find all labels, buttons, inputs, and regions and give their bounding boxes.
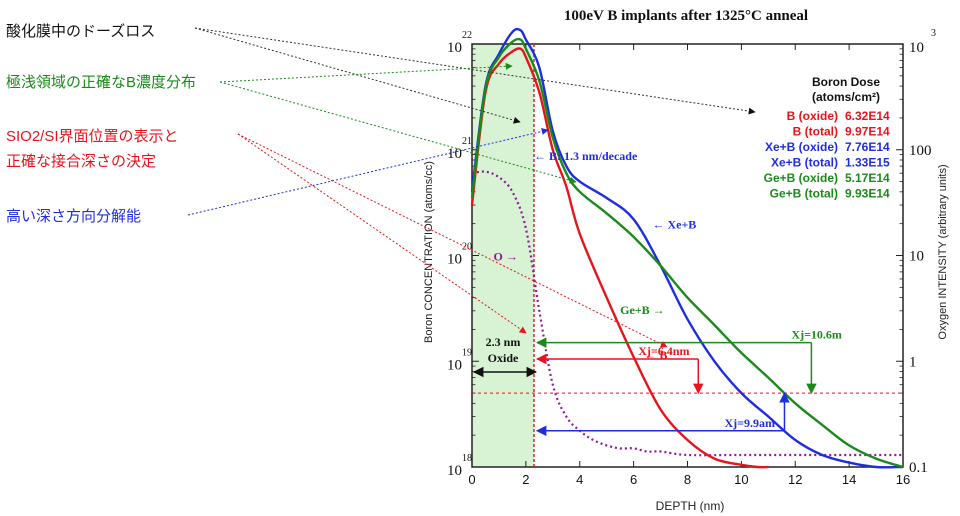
curve-label-ge-b: Ge+B → [620,303,665,317]
annotation-boron-distribution: 極浅領域の正確なB濃度分布 [6,74,196,91]
legend-entry-label: Ge+B (total) [770,187,838,201]
annotation-dose-loss: 酸化膜中のドーズロス [6,23,155,40]
y-right-tick-label: 10 [909,40,924,56]
oxide-name-label: Oxide [488,351,519,365]
curve-label-xe-b: ← Xe+B [652,218,696,232]
x-tick-label: 2 [522,472,529,487]
x-tick-label: 16 [896,472,910,487]
y-right-tick-label: 100 [909,143,932,159]
y-axis-right-label: Oxygen INTENSITY (arbitrary units) [937,164,949,339]
y-left-tick-label: 10 [447,146,462,162]
annotation-leader-line [219,81,577,184]
oxide-thickness-label: 2.3 nm [486,335,521,349]
series-line-ge-b [470,37,904,469]
series-line-o [471,170,903,457]
x-tick-label: 8 [684,472,691,487]
legend-entry-label: B (total) [793,125,838,139]
y-left-tick-exponent: 19 [462,347,472,358]
curve-label-o: O → [494,249,518,263]
annotations: 酸化膜中のドーズロス 極浅領域の正確なB濃度分布 SIO2/SI界面位置の表示と… [6,23,196,225]
x-tick-label: 6 [630,472,637,487]
annotation-junction-depth: 正確な接合深さの決定 [6,153,156,170]
y-left-tick-label: 10 [447,357,462,373]
legend-entry-value: 6.32E14 [845,109,890,123]
junction-label: Xj=6.4nm [638,344,689,358]
oxide-callout: 2.3 nm Oxide [472,335,538,378]
legend-entry-value: 1.33E15 [845,156,890,170]
legend-title: Boron Dose [812,75,880,89]
y-left-tick-label: 10 [447,40,462,56]
legend-entry-label: B (oxide) [787,109,838,123]
legend-entry-label: Xe+B (oxide) [765,140,838,154]
y-left-tick-exponent: 18 [462,453,472,464]
y-right-tick-label: 10 [909,249,924,265]
annotation-leader-line [187,128,549,216]
annotation-interface-position: SIO2/SI界面位置の表示と [6,128,179,145]
x-tick-label: 0 [468,472,475,487]
legend: Boron Dose (atoms/cm²) B (oxide) 6.32E14 B… [764,75,890,201]
chart-title: 100eV B implants after 1325°C anneal [564,8,808,24]
legend-entry-value: 9.93E14 [845,187,890,201]
series-line-b [470,47,769,469]
legend-entry-label: Xe+B (total) [771,156,838,170]
y-left-tick-exponent: 22 [462,30,472,41]
junction-label: Xj=10.6m [791,328,842,342]
x-tick-label: 12 [788,472,802,487]
x-tick-label: 4 [576,472,583,487]
legend-entry-value: 5.17E14 [845,171,890,185]
series-line-xe-b [470,27,904,469]
y-left-tick-exponent: 21 [462,136,472,147]
y-right-tick-label: 0.1 [909,460,928,476]
annotation-leader-line [194,27,521,124]
y-left-tick-label: 10 [447,252,462,268]
annotation-leader-line [237,133,668,348]
curve-label-b-1-3-nm-decade: ← B: 1.3 nm/decade [534,149,638,163]
legend-entry-value: 7.76E14 [845,140,890,154]
legend-subtitle: (atoms/cm²) [812,90,880,104]
x-tick-label: 14 [842,472,856,487]
y-axis-left-label: Boron CONCENTRATION (atoms/cc) [423,161,435,343]
plot-frame [471,43,904,468]
annotation-depth-resolution: 高い深さ方向分解能 [6,208,141,225]
junction-label: Xj=9.9am [724,416,775,430]
legend-entry-value: 9.97E14 [845,125,890,139]
x-axis-label: DEPTH (nm) [656,499,725,513]
y-right-tick-label: 1 [909,354,917,370]
y-left-tick-exponent: 20 [462,242,472,253]
annotation-leader-line [219,62,513,83]
y-right-tick-exponent: 3 [931,28,936,39]
y-left-tick-label: 10 [447,463,462,479]
x-tick-label: 10 [734,472,748,487]
annotation-callouts [187,27,756,348]
legend-entry-label: Ge+B (oxide) [764,171,838,185]
